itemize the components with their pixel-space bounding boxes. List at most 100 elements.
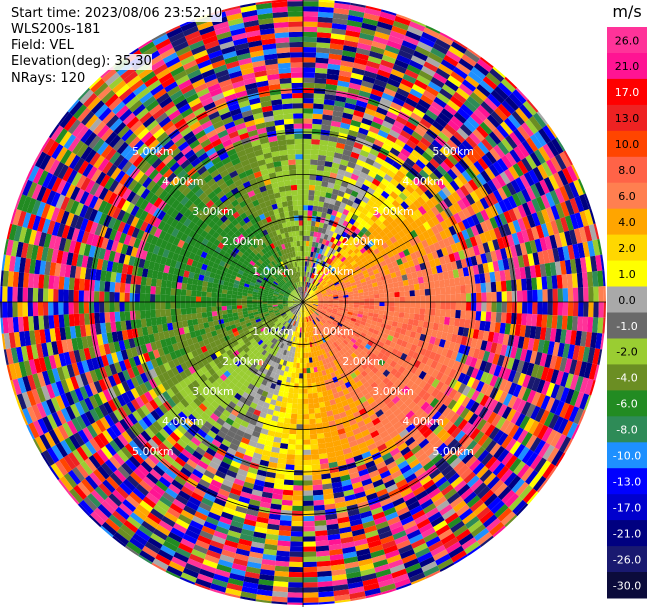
velocity-gate [335,142,346,150]
velocity-gate [450,441,463,454]
velocity-gate [303,556,317,563]
velocity-gate [326,373,333,380]
velocity-gate [363,273,370,279]
velocity-gate [423,531,439,543]
velocity-gate [370,244,378,251]
velocity-gate [511,232,520,246]
velocity-gate [417,233,426,242]
velocity-gate [396,275,403,282]
velocity-gate [361,207,369,216]
velocity-gate [488,399,499,412]
velocity-gate [323,336,328,342]
velocity-gate [343,192,351,200]
velocity-gate [317,294,323,298]
velocity-gate [329,425,338,432]
velocity-gate [356,548,371,557]
velocity-gate [305,322,307,328]
velocity-gate [559,402,570,419]
velocity-gate [343,304,349,307]
velocity-gate [362,260,370,267]
velocity-gate [381,502,395,512]
velocity-gate [578,302,584,317]
velocity-gate [357,42,372,51]
velocity-gate [485,251,493,263]
velocity-gate [323,256,329,263]
velocity-gate [484,321,491,332]
velocity-gate [557,418,569,434]
velocity-gate [498,200,508,213]
velocity-gate [353,349,360,357]
velocity-gate [313,299,319,301]
velocity-gate [404,302,411,308]
velocity-gate [366,385,374,393]
velocity-gate [555,385,565,401]
velocity-gate [562,167,574,184]
velocity-gate [318,277,323,283]
velocity-gate [521,432,533,447]
velocity-gate [486,411,498,425]
velocity-gate [315,237,321,243]
velocity-gate [378,373,387,382]
velocity-gate [367,315,373,321]
velocity-gate [303,470,313,476]
velocity-gate [324,357,330,364]
velocity-gate [460,258,468,269]
velocity-gate [280,438,289,444]
velocity-gate [364,230,372,238]
velocity-gate [432,549,449,561]
velocity-gate [354,341,361,347]
velocity-gate [597,270,604,287]
velocity-gate [371,359,379,367]
velocity-gate [552,172,564,188]
velocity-gate [339,318,345,323]
velocity-gate [388,35,404,45]
velocity-gate [290,377,295,384]
velocity-gate [447,424,458,436]
velocity-gate [418,522,433,534]
velocity-gate [348,322,355,328]
velocity-gate [364,222,372,230]
velocity-gate [318,314,323,320]
velocity-gate [557,170,569,186]
velocity-gate [303,597,319,603]
velocity-gate [349,279,356,284]
velocity-gate [414,264,422,272]
velocity-gate [333,353,340,360]
velocity-gate [402,73,417,84]
velocity-gate [374,31,390,41]
velocity-gate [411,462,423,474]
velocity-gate [408,413,419,424]
velocity-gate [435,371,444,381]
velocity-gate [401,323,408,330]
velocity-gate [398,333,405,341]
velocity-gate [345,30,361,38]
velocity-gate [292,393,299,399]
velocity-gate [359,85,373,94]
velocity-gate [365,421,375,430]
velocity-gate [375,461,387,470]
velocity-gate [348,513,362,522]
velocity-gate [311,133,321,140]
velocity-gate [352,263,359,269]
velocity-gate [309,289,313,295]
velocity-gate [338,164,348,171]
velocity-gate [307,303,313,305]
velocity-gate [279,525,292,532]
velocity-gate [304,332,307,338]
velocity-gate [344,494,356,502]
velocity-gate [414,368,423,377]
velocity-gate [407,93,421,104]
velocity-gate [422,221,432,231]
velocity-gate [474,320,481,330]
velocity-gate [445,50,462,63]
velocity-gate [400,515,415,526]
velocity-gate [539,409,550,425]
velocity-gate [416,518,431,530]
velocity-gate [394,291,400,298]
velocity-gate [307,215,313,221]
velocity-gate [345,327,352,333]
velocity-gate [356,346,363,354]
velocity-gate [322,308,328,312]
velocity-gate [292,505,303,512]
velocity-gate [400,446,411,456]
